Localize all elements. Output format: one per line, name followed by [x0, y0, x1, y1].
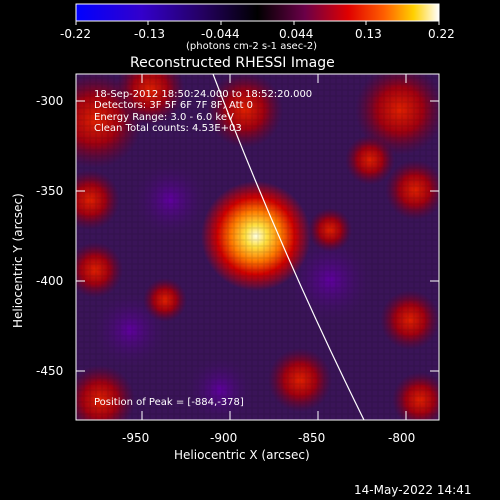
solar-limb-line: [212, 74, 365, 420]
info-line-energy: Energy Range: 3.0 - 6.0 keV: [94, 112, 234, 123]
colorbar-tick-label: -0.13: [134, 27, 166, 41]
y-tick-label: -350: [36, 184, 64, 198]
x-axis-label: Heliocentric X (arcsec): [174, 448, 310, 462]
footer-date: 14-May-2022 14:41: [354, 483, 472, 497]
colorbar-tick-label: 0.13: [355, 27, 382, 41]
x-tick-label: -900: [210, 431, 238, 445]
colorbar-tick-label: 0.22: [428, 27, 455, 41]
peak-position-label: Position of Peak = [-884,-378]: [94, 397, 244, 408]
image-map: [76, 74, 439, 420]
colorbar-tick-label: -0.22: [60, 27, 92, 41]
y-axis-ticks: [76, 100, 439, 372]
x-tick-label: -950: [122, 431, 150, 445]
info-line-detectors: Detectors: 3F 5F 6F 7F 8F, Att 0: [94, 100, 254, 111]
colorbar-tick-label: -0.044: [201, 27, 240, 41]
plot-frame: [75, 73, 440, 421]
y-tick-label: -400: [36, 274, 64, 288]
colorbar-units: (photons cm-2 s-1 asec-2): [186, 41, 318, 52]
x-tick-label: -800: [388, 431, 416, 445]
colorbar-ticks: [75, 21, 440, 25]
x-axis-ticks: [141, 74, 407, 420]
info-line-time: 18-Sep-2012 18:50:24.000 to 18:52:20.000: [94, 89, 313, 100]
y-tick-label: -450: [36, 364, 64, 378]
info-line-counts: Clean Total counts: 4.53E+03: [94, 123, 242, 134]
colorbar: [75, 3, 440, 22]
x-tick-label: -850: [298, 431, 326, 445]
plot-title: Reconstructed RHESSI Image: [130, 55, 335, 71]
y-tick-label: -300: [36, 94, 64, 108]
y-axis-label: Heliocentric Y (arcsec): [11, 193, 25, 328]
colorbar-tick-label: 0.044: [279, 27, 314, 41]
